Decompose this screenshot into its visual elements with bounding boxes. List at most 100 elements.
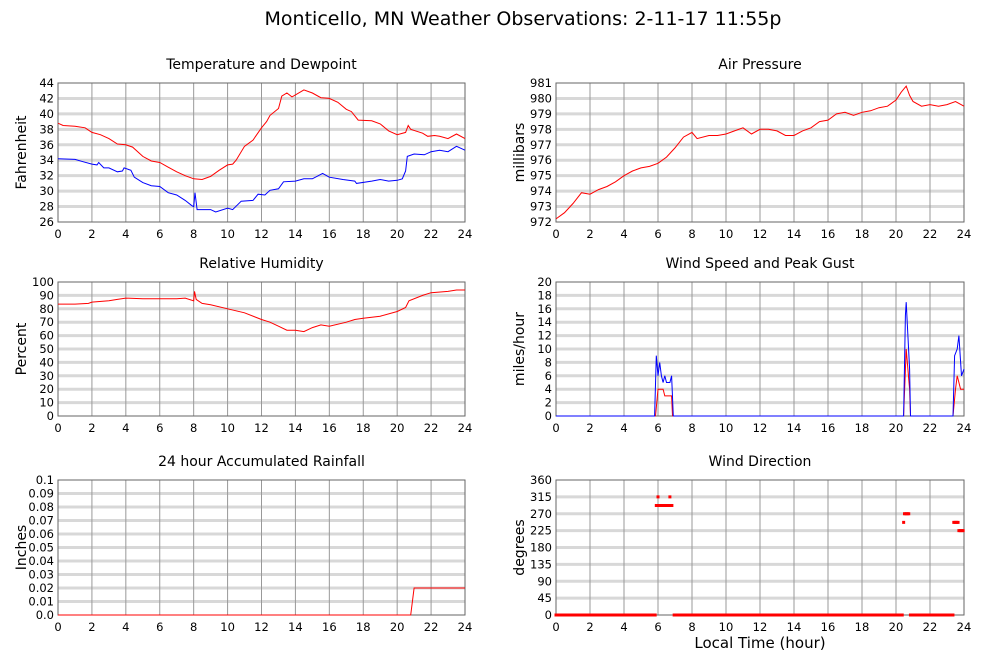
x-tick-label: 16	[821, 620, 836, 634]
y-tick-label: 135	[530, 557, 552, 571]
plot-title: 24 hour Accumulated Rainfall	[158, 454, 365, 470]
x-tick-label: 20	[390, 227, 405, 241]
x-tick-label: 20	[889, 227, 904, 241]
plot-title: Temperature and Dewpoint	[165, 57, 357, 73]
series-line-peak-gust	[556, 302, 965, 417]
x-tick-label: 2	[586, 620, 593, 634]
x-tick-label: 16	[821, 421, 836, 435]
y-tick-label: 0.02	[28, 581, 54, 595]
series-line-relative-humidity	[58, 289, 465, 333]
y-tick-label: 45	[537, 591, 552, 605]
x-tick-label: 8	[190, 227, 197, 241]
y-tick-label: 975	[530, 169, 552, 183]
y-tick-label: 0.08	[28, 500, 54, 514]
x-tick-label: 22	[923, 620, 938, 634]
x-tick-label: 10	[719, 227, 734, 241]
y-tick-label: 28	[39, 200, 54, 214]
x-tick-label: 0	[552, 620, 559, 634]
y-tick-label: 70	[39, 315, 54, 329]
y-tick-label: 12	[537, 329, 552, 343]
x-tick-label: 14	[787, 620, 802, 634]
y-tick-label: 0.05	[28, 541, 54, 555]
x-tick-label: 12	[753, 421, 768, 435]
plot-dir: Wind Directiondegrees0459013518022527031…	[512, 454, 971, 634]
main-title: Monticello, MN Weather Observations: 2-1…	[264, 8, 782, 30]
plot-frame	[57, 82, 466, 223]
y-axis-label: Fahrenheit	[14, 115, 30, 190]
plot-title: Air Pressure	[718, 57, 801, 73]
y-tick-label: 0.04	[28, 554, 54, 568]
y-tick-label: 10	[537, 342, 552, 356]
x-tick-label: 0	[54, 227, 61, 241]
wind-direction-point	[951, 613, 955, 617]
y-tick-label: 14	[537, 315, 552, 329]
y-tick-label: 977	[530, 138, 552, 152]
y-tick-label: 225	[530, 524, 552, 538]
x-tick-label: 12	[254, 227, 269, 241]
y-tick-label: 270	[530, 507, 552, 521]
x-tick-label: 6	[654, 421, 661, 435]
y-tick-label: 2	[545, 396, 552, 410]
plot-wind: Wind Speed and Peak Gustmiles/hour024681…	[512, 256, 971, 435]
x-tick-label: 20	[390, 421, 405, 435]
y-tick-label: 315	[530, 490, 552, 504]
x-tick-label: 2	[88, 421, 95, 435]
y-tick-label: 0.06	[28, 527, 54, 541]
y-tick-label: 0.03	[28, 568, 54, 582]
x-tick-label: 18	[356, 227, 371, 241]
y-tick-label: 6	[545, 369, 552, 383]
y-axis-label: Inches	[14, 525, 30, 570]
x-tick-label: 24	[957, 421, 972, 435]
x-tick-label: 24	[957, 227, 972, 241]
x-tick-label: 6	[654, 227, 661, 241]
y-tick-label: 0.1	[36, 473, 54, 487]
y-tick-label: 90	[537, 574, 552, 588]
y-tick-label: 32	[39, 169, 54, 183]
y-tick-label: 16	[537, 302, 552, 316]
y-tick-label: 4	[545, 382, 552, 396]
plot-frame	[57, 281, 466, 417]
x-tick-label: 8	[688, 421, 695, 435]
x-tick-label: 10	[220, 620, 235, 634]
y-tick-label: 20	[39, 382, 54, 396]
y-tick-label: 10	[39, 396, 54, 410]
x-tick-label: 22	[424, 227, 439, 241]
x-tick-label: 18	[356, 620, 371, 634]
x-tick-label: 8	[190, 620, 197, 634]
x-tick-label: 14	[288, 421, 303, 435]
y-tick-label: 180	[530, 541, 552, 555]
plot-frame	[555, 82, 965, 223]
y-tick-label: 0.09	[28, 487, 54, 501]
x-tick-label: 20	[390, 620, 405, 634]
x-tick-label: 0	[54, 620, 61, 634]
x-tick-label: 16	[322, 620, 337, 634]
x-tick-label: 6	[156, 421, 163, 435]
y-tick-label: 974	[530, 184, 552, 198]
x-tick-label: 2	[88, 227, 95, 241]
y-tick-label: 8	[545, 355, 552, 369]
y-tick-label: 0	[47, 409, 54, 423]
y-tick-label: 50	[39, 342, 54, 356]
y-tick-label: 90	[39, 288, 54, 302]
x-tick-label: 2	[88, 620, 95, 634]
y-tick-label: 20	[537, 275, 552, 289]
x-tick-label: 18	[356, 421, 371, 435]
x-tick-label: 18	[855, 227, 870, 241]
x-tick-label: 16	[821, 227, 836, 241]
y-tick-label: 0.0	[36, 608, 54, 622]
y-tick-label: 42	[39, 91, 54, 105]
x-tick-label: 18	[855, 620, 870, 634]
x-tick-label: 12	[254, 620, 269, 634]
plot-title: Relative Humidity	[199, 256, 323, 272]
x-tick-label: 8	[688, 620, 695, 634]
x-tick-label: 4	[122, 421, 129, 435]
y-tick-label: 80	[39, 302, 54, 316]
y-tick-label: 0.07	[28, 514, 54, 528]
x-tick-label: 4	[620, 620, 627, 634]
plot-title: Wind Speed and Peak Gust	[666, 256, 855, 272]
x-tick-label: 6	[156, 620, 163, 634]
y-tick-label: 360	[530, 473, 552, 487]
x-tick-label: 8	[190, 421, 197, 435]
